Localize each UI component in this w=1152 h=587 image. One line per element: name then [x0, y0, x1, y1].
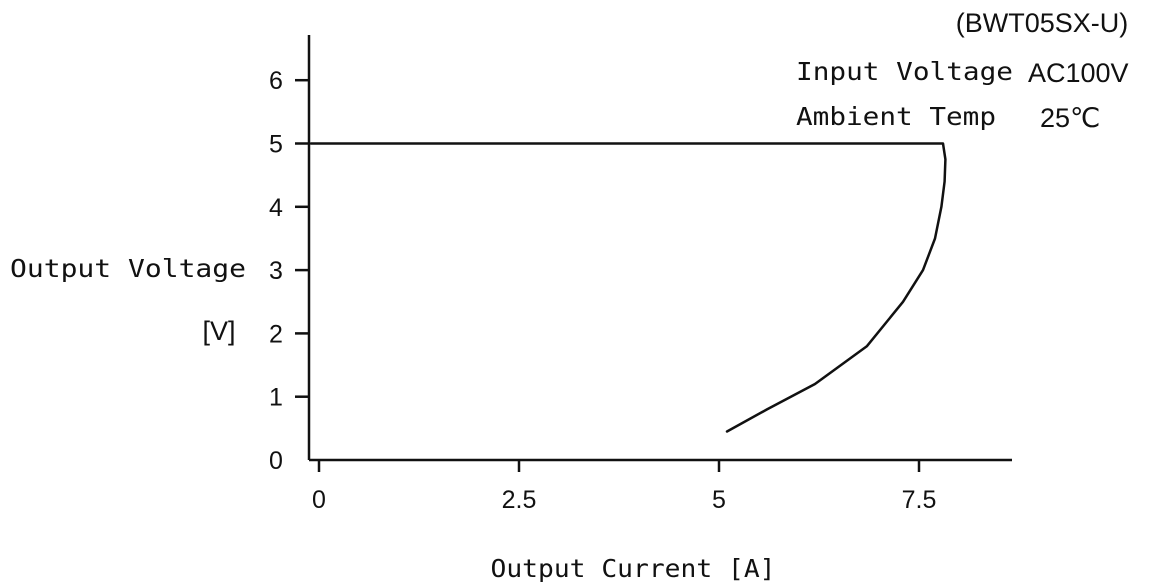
y-ticks: 0 1 2 3 4 5 6	[269, 67, 309, 475]
y-tick-label: 6	[269, 67, 283, 95]
y-axis-unit: [V]	[202, 316, 235, 346]
chart-title: (BWT05SX-U)	[956, 8, 1129, 38]
y-tick-label: 0	[269, 447, 283, 475]
condition-value-input-voltage: AC100V	[1028, 58, 1129, 88]
series-line	[309, 142, 947, 433]
condition-label-input-voltage: Input Voltage	[796, 57, 1013, 86]
y-tick-label: 3	[269, 257, 283, 285]
y-tick-label: 4	[269, 194, 283, 222]
y-tick-label: 1	[269, 384, 283, 412]
y-tick-label: 2	[269, 320, 283, 348]
x-tick-label: 5	[712, 486, 726, 514]
y-tick-label: 5	[269, 131, 283, 159]
chart-series	[309, 142, 947, 433]
x-ticks: 0 2.5 5 7.5	[312, 460, 936, 514]
condition-label-ambient-temp: Ambient Temp	[796, 102, 996, 131]
x-tick-label: 7.5	[902, 486, 937, 514]
x-tick-label: 0	[312, 486, 326, 514]
chart-axes	[307, 35, 1012, 462]
condition-value-ambient-temp: 25℃	[1040, 103, 1100, 133]
x-tick-label: 2.5	[502, 486, 537, 514]
y-axis-label: Output Voltage	[10, 254, 246, 283]
x-axis-label: Output Current [A]	[491, 554, 776, 583]
